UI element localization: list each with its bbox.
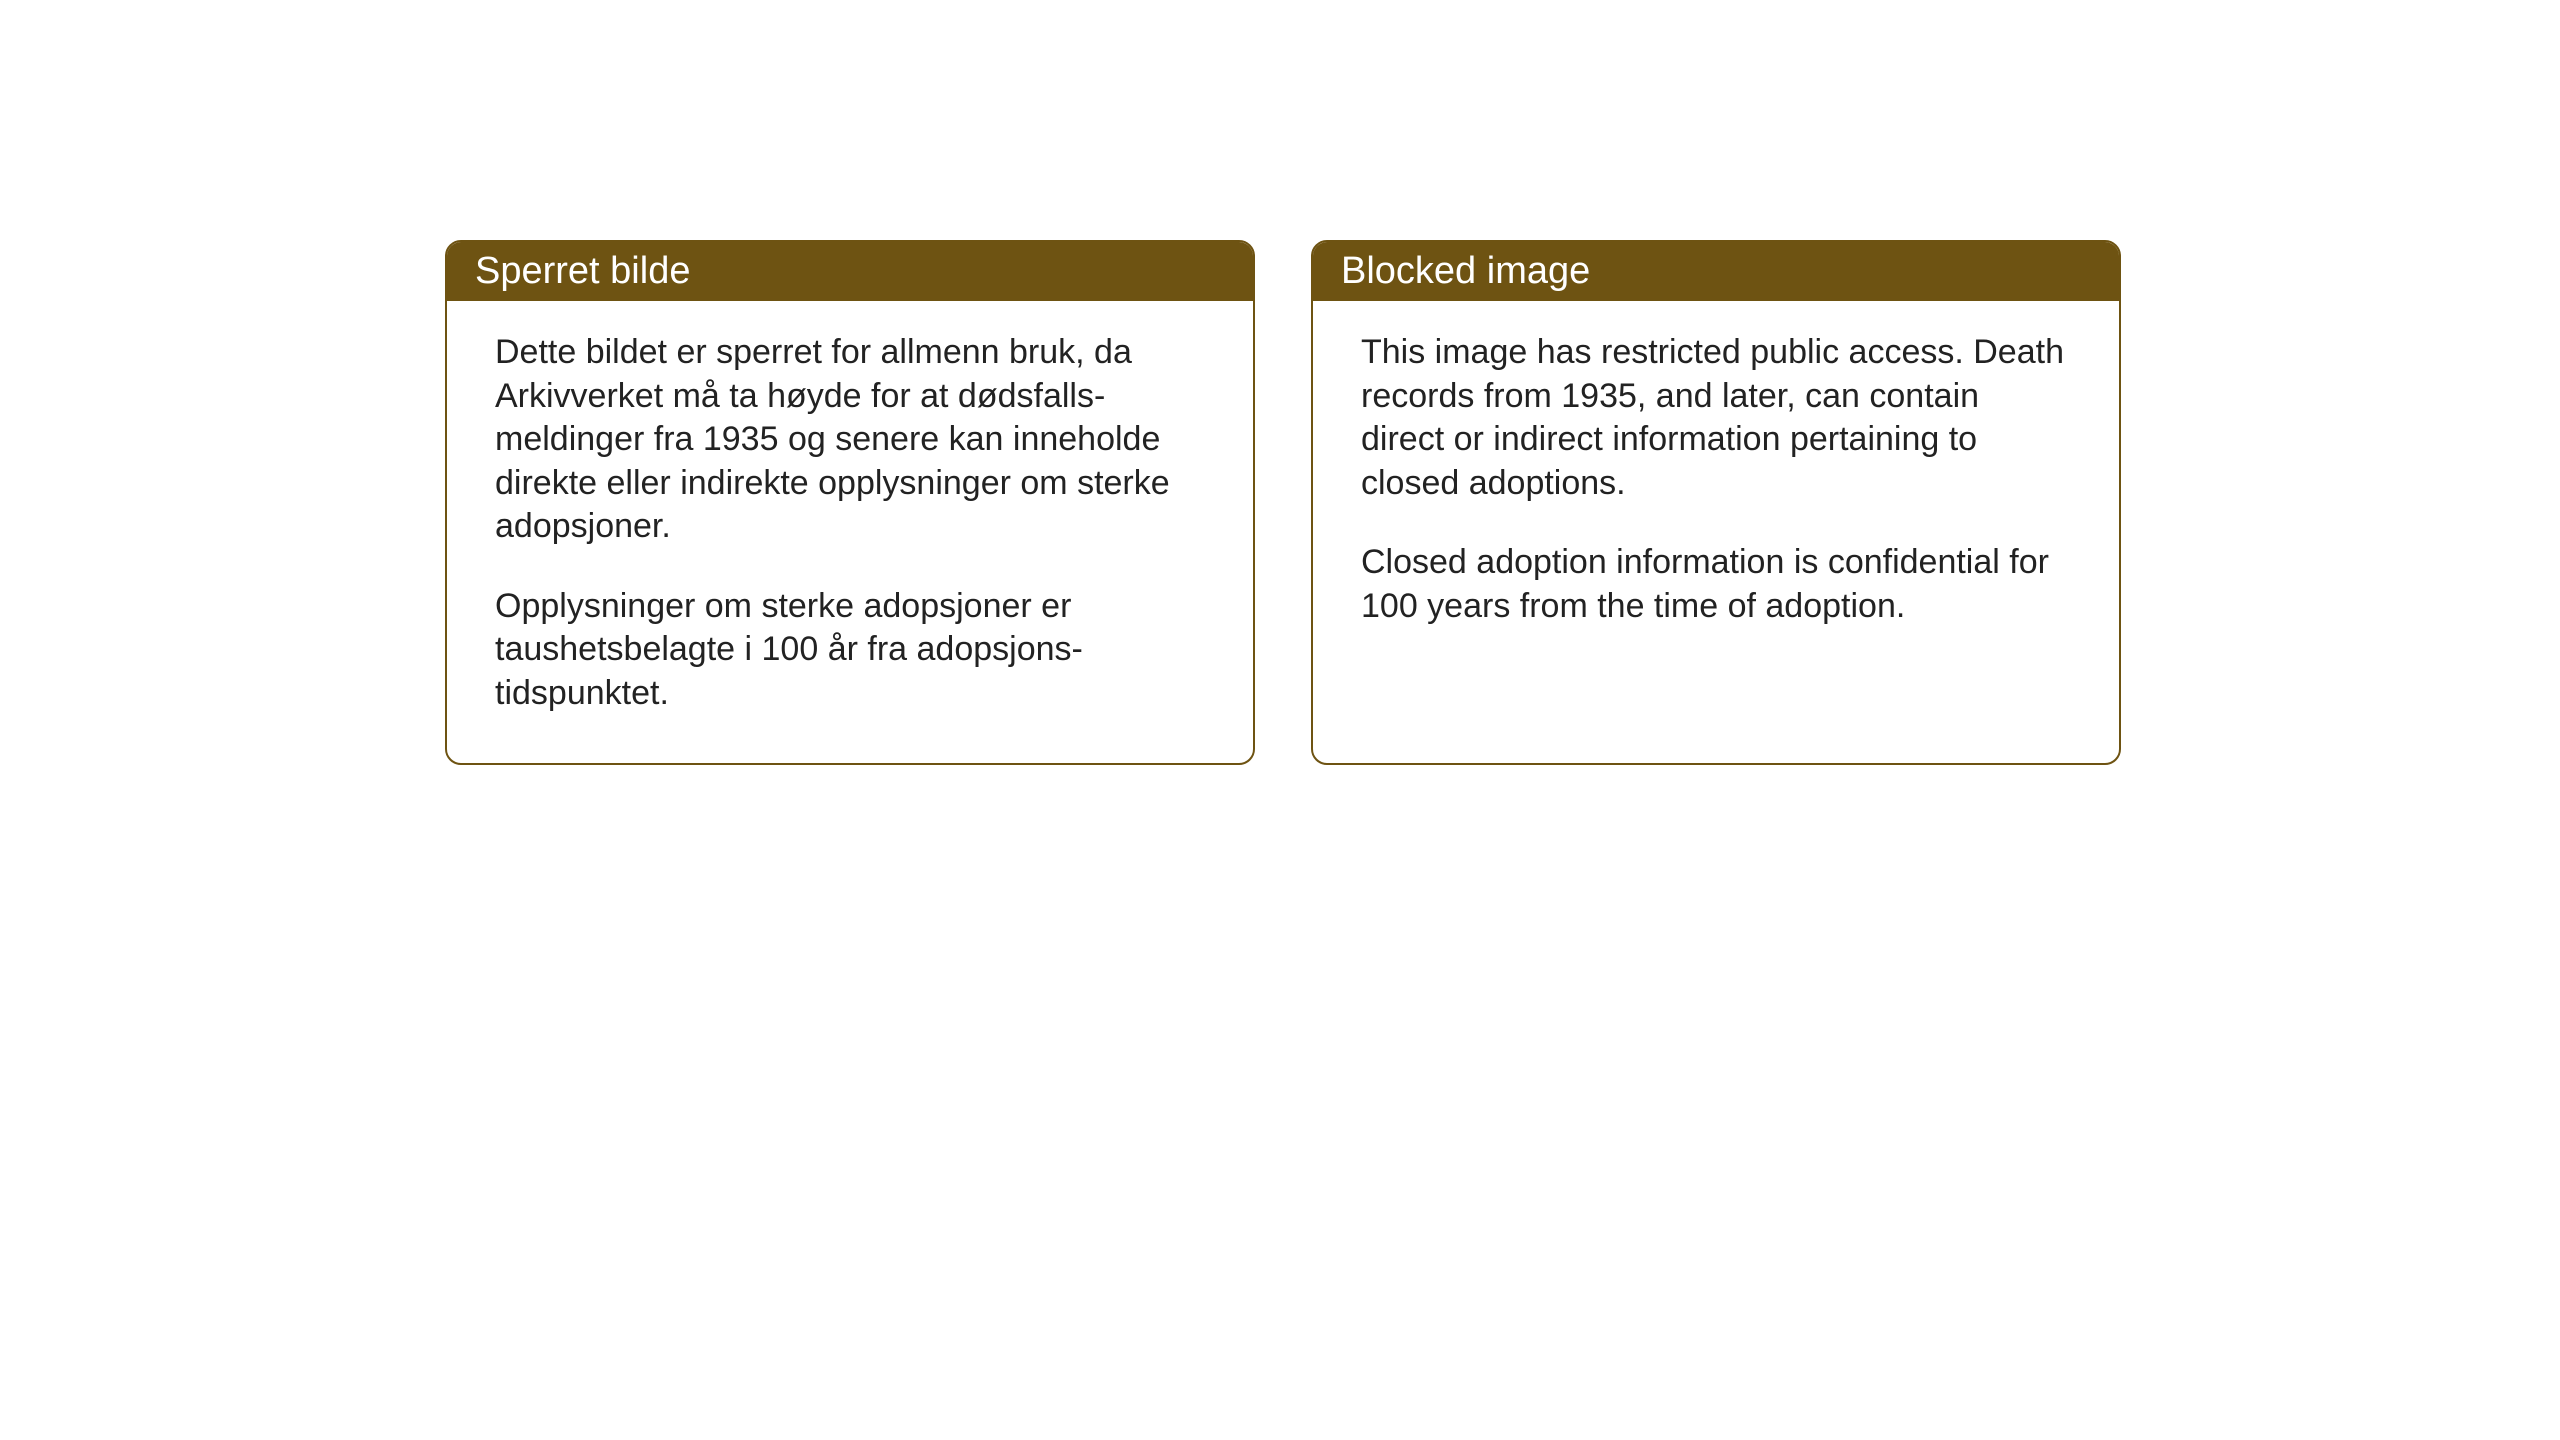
notice-container: Sperret bilde Dette bildet er sperret fo… — [445, 240, 2121, 765]
english-card-body: This image has restricted public access.… — [1313, 301, 2119, 721]
norwegian-paragraph-2: Opplysninger om sterke adopsjoner er tau… — [495, 585, 1205, 716]
english-card-header: Blocked image — [1313, 242, 2119, 301]
norwegian-card-title: Sperret bilde — [475, 250, 690, 292]
english-paragraph-1: This image has restricted public access.… — [1361, 331, 2071, 505]
english-notice-card: Blocked image This image has restricted … — [1311, 240, 2121, 765]
norwegian-card-body: Dette bildet er sperret for allmenn bruk… — [447, 301, 1253, 763]
norwegian-card-header: Sperret bilde — [447, 242, 1253, 301]
english-card-title: Blocked image — [1341, 250, 1590, 292]
norwegian-notice-card: Sperret bilde Dette bildet er sperret fo… — [445, 240, 1255, 765]
english-paragraph-2: Closed adoption information is confident… — [1361, 541, 2071, 628]
norwegian-paragraph-1: Dette bildet er sperret for allmenn bruk… — [495, 331, 1205, 549]
